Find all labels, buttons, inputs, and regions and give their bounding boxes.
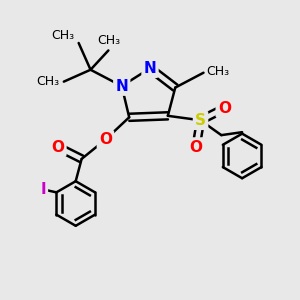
Text: CH₃: CH₃ [36, 75, 59, 88]
Text: O: O [99, 132, 112, 147]
Text: I: I [40, 182, 46, 197]
Text: O: O [51, 140, 64, 154]
Text: O: O [218, 101, 231, 116]
Text: CH₃: CH₃ [97, 34, 120, 47]
Text: N: N [144, 61, 156, 76]
Text: O: O [190, 140, 202, 154]
Text: CH₃: CH₃ [51, 28, 74, 41]
Text: N: N [116, 79, 128, 94]
Text: CH₃: CH₃ [206, 65, 230, 78]
Text: S: S [195, 113, 206, 128]
